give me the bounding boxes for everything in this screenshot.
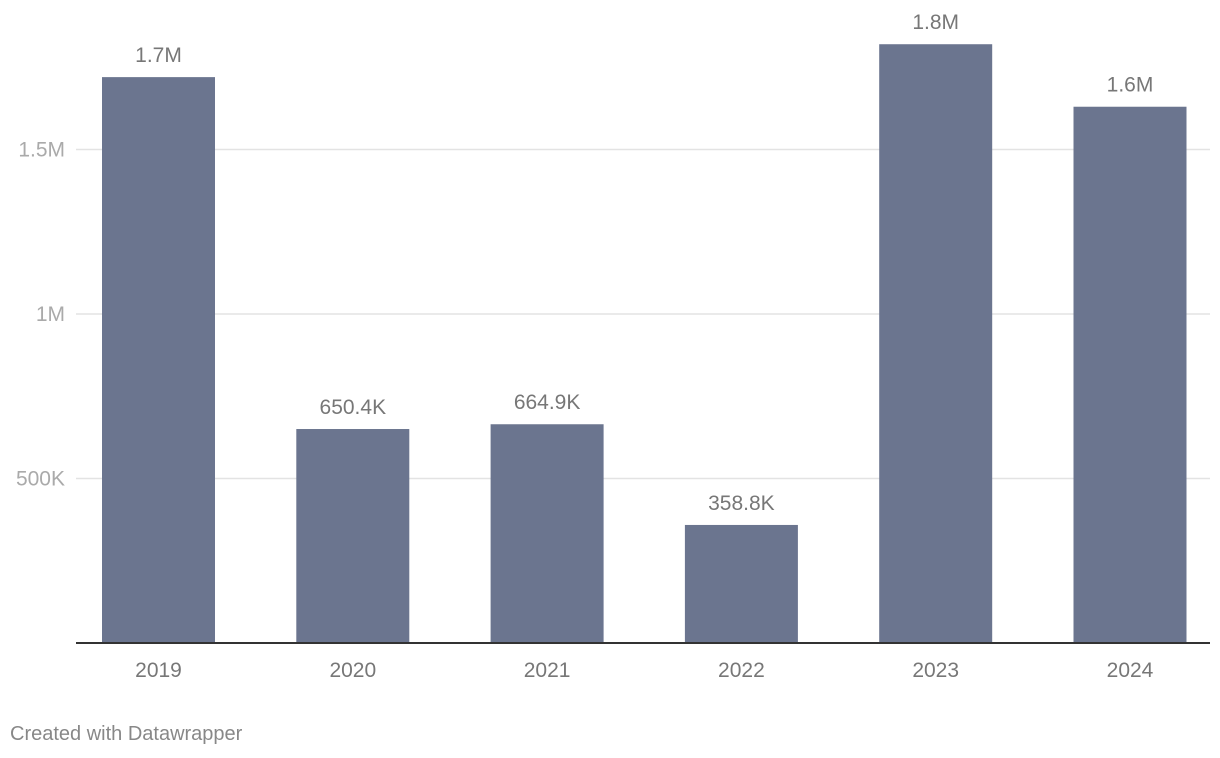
bar-chart: 500K 1M 1.5M 1.7M 2019 650.4K 2020 664.9K 2021 3…: [16, 11, 1210, 682]
x-tick-label: 2023: [912, 659, 959, 682]
value-label: 1.6M: [1107, 74, 1154, 97]
bars-layer: [102, 44, 1187, 644]
x-tick-label: 2024: [1107, 659, 1154, 682]
value-label: 650.4K: [320, 396, 387, 419]
x-tick-label: 2019: [135, 659, 182, 682]
x-tick-label: 2021: [524, 659, 571, 682]
value-label: 1.8M: [912, 11, 959, 34]
y-tick-label: 1M: [36, 303, 65, 326]
x-tick-label: 2020: [329, 659, 376, 682]
x-tick-label: 2022: [718, 659, 765, 682]
bar-2022[interactable]: [684, 524, 798, 643]
value-label: 358.8K: [708, 492, 775, 515]
value-label: 1.7M: [135, 44, 182, 67]
y-tick-label: 500K: [16, 468, 65, 491]
grid-layer: 500K 1M 1.5M: [16, 139, 1210, 491]
credit-text[interactable]: Created with Datawrapper: [10, 723, 243, 745]
bar-2021[interactable]: [490, 424, 604, 643]
bar-2024[interactable]: [1073, 106, 1187, 644]
y-tick-label: 1.5M: [18, 139, 65, 162]
value-label: 664.9K: [514, 391, 581, 414]
bar-2020[interactable]: [296, 429, 410, 643]
bar-2023[interactable]: [879, 44, 993, 644]
labels-layer: 1.7M 2019 650.4K 2020 664.9K 2021 358.8K 2022 1.…: [135, 11, 1154, 682]
bar-2019[interactable]: [102, 77, 215, 644]
